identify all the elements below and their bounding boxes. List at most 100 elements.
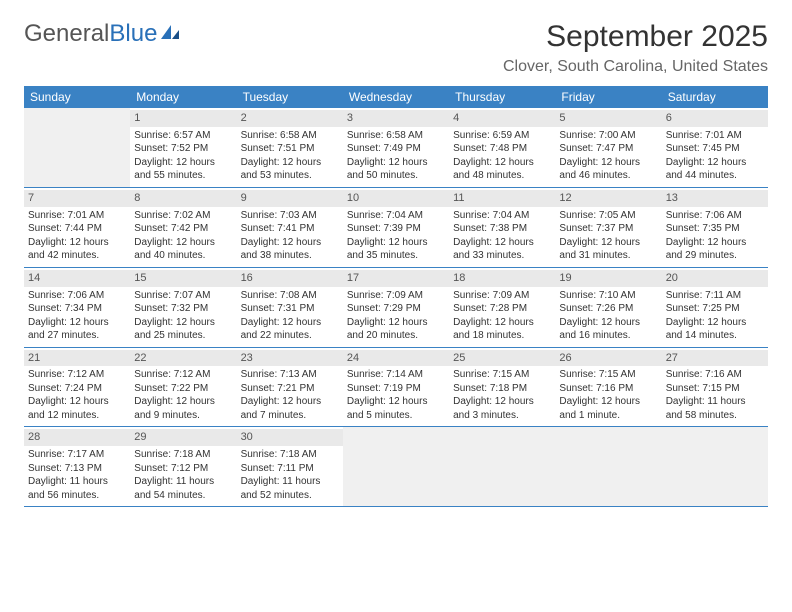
day-number: 3 xyxy=(343,110,449,127)
daylight-text: Daylight: 12 hours and 53 minutes. xyxy=(241,156,339,183)
sunset-text: Sunset: 7:51 PM xyxy=(241,142,339,156)
logo-text-1: General xyxy=(24,20,109,48)
daylight-text: Daylight: 11 hours and 56 minutes. xyxy=(28,475,126,502)
daylight-text: Daylight: 12 hours and 3 minutes. xyxy=(453,395,551,422)
day-number: 29 xyxy=(130,429,236,446)
day-cell: 18Sunrise: 7:09 AMSunset: 7:28 PMDayligh… xyxy=(449,268,555,347)
day-number: 5 xyxy=(555,110,661,127)
daylight-text: Daylight: 12 hours and 12 minutes. xyxy=(28,395,126,422)
day-number: 20 xyxy=(662,270,768,287)
sunrise-text: Sunrise: 7:18 AM xyxy=(134,448,232,462)
sunrise-text: Sunrise: 7:02 AM xyxy=(134,209,232,223)
daylight-text: Daylight: 12 hours and 35 minutes. xyxy=(347,236,445,263)
day-cell: 12Sunrise: 7:05 AMSunset: 7:37 PMDayligh… xyxy=(555,188,661,267)
sunset-text: Sunset: 7:25 PM xyxy=(666,302,764,316)
day-header: Thursday xyxy=(449,86,555,108)
sunrise-text: Sunrise: 7:06 AM xyxy=(28,289,126,303)
sunrise-text: Sunrise: 7:14 AM xyxy=(347,368,445,382)
sunset-text: Sunset: 7:48 PM xyxy=(453,142,551,156)
day-cell: 11Sunrise: 7:04 AMSunset: 7:38 PMDayligh… xyxy=(449,188,555,267)
day-number: 25 xyxy=(449,350,555,367)
sunrise-text: Sunrise: 7:12 AM xyxy=(28,368,126,382)
month-title: September 2025 xyxy=(503,20,768,54)
day-cell: 1Sunrise: 6:57 AMSunset: 7:52 PMDaylight… xyxy=(130,108,236,187)
daylight-text: Daylight: 12 hours and 14 minutes. xyxy=(666,316,764,343)
sunrise-text: Sunrise: 7:07 AM xyxy=(134,289,232,303)
day-cell: 6Sunrise: 7:01 AMSunset: 7:45 PMDaylight… xyxy=(662,108,768,187)
daylight-text: Daylight: 12 hours and 38 minutes. xyxy=(241,236,339,263)
day-cell: 27Sunrise: 7:16 AMSunset: 7:15 PMDayligh… xyxy=(662,348,768,427)
day-cell: 8Sunrise: 7:02 AMSunset: 7:42 PMDaylight… xyxy=(130,188,236,267)
day-header: Monday xyxy=(130,86,236,108)
sunrise-text: Sunrise: 6:58 AM xyxy=(347,129,445,143)
day-cell: 20 Sunrise: 7:11 AMSunset: 7:25 PMDayligh… xyxy=(662,268,768,347)
daylight-text: Daylight: 12 hours and 40 minutes. xyxy=(134,236,232,263)
sunrise-text: Sunrise: 7:06 AM xyxy=(666,209,764,223)
day-cell: 17Sunrise: 7:09 AMSunset: 7:29 PMDayligh… xyxy=(343,268,449,347)
day-cell: 10 Sunrise: 7:04 AMSunset: 7:39 PMDayligh… xyxy=(343,188,449,267)
sunset-text: Sunset: 7:31 PM xyxy=(241,302,339,316)
day-header-row: SundayMondayTuesdayWednesdayThursdayFrid… xyxy=(24,86,768,108)
day-header: Wednesday xyxy=(343,86,449,108)
daylight-text: Daylight: 12 hours and 27 minutes. xyxy=(28,316,126,343)
weeks-container: 1Sunrise: 6:57 AMSunset: 7:52 PMDaylight… xyxy=(24,108,768,507)
calendar-page: GeneralBlue September 2025 Clover, South… xyxy=(0,0,792,527)
daylight-text: Daylight: 12 hours and 18 minutes. xyxy=(453,316,551,343)
day-cell: 2Sunrise: 6:58 AMSunset: 7:51 PMDaylight… xyxy=(237,108,343,187)
sunrise-text: Sunrise: 7:04 AM xyxy=(453,209,551,223)
sunrise-text: Sunrise: 7:10 AM xyxy=(559,289,657,303)
week-row: 7Sunrise: 7:01 AMSunset: 7:44 PMDaylight… xyxy=(24,188,768,268)
sunrise-text: Sunrise: 7:04 AM xyxy=(347,209,445,223)
sunset-text: Sunset: 7:44 PM xyxy=(28,222,126,236)
day-number: 15 xyxy=(130,270,236,287)
day-cell xyxy=(449,427,555,506)
sunset-text: Sunset: 7:13 PM xyxy=(28,462,126,476)
sunrise-text: Sunrise: 7:01 AM xyxy=(666,129,764,143)
day-number: 18 xyxy=(449,270,555,287)
sunset-text: Sunset: 7:24 PM xyxy=(28,382,126,396)
day-cell: 28Sunrise: 7:17 AMSunset: 7:13 PMDayligh… xyxy=(24,427,130,506)
sunset-text: Sunset: 7:41 PM xyxy=(241,222,339,236)
sunset-text: Sunset: 7:28 PM xyxy=(453,302,551,316)
daylight-text: Daylight: 12 hours and 7 minutes. xyxy=(241,395,339,422)
day-number: 16 xyxy=(237,270,343,287)
sunrise-text: Sunrise: 7:16 AM xyxy=(666,368,764,382)
day-cell xyxy=(555,427,661,506)
daylight-text: Daylight: 12 hours and 9 minutes. xyxy=(134,395,232,422)
sunrise-text: Sunrise: 7:15 AM xyxy=(453,368,551,382)
sunset-text: Sunset: 7:38 PM xyxy=(453,222,551,236)
sunset-text: Sunset: 7:16 PM xyxy=(559,382,657,396)
sunrise-text: Sunrise: 7:18 AM xyxy=(241,448,339,462)
sunrise-text: Sunrise: 7:09 AM xyxy=(347,289,445,303)
daylight-text: Daylight: 12 hours and 1 minute. xyxy=(559,395,657,422)
sunset-text: Sunset: 7:42 PM xyxy=(134,222,232,236)
week-row: 1Sunrise: 6:57 AMSunset: 7:52 PMDaylight… xyxy=(24,108,768,188)
sunrise-text: Sunrise: 7:11 AM xyxy=(666,289,764,303)
day-number: 14 xyxy=(24,270,130,287)
day-number: 21 xyxy=(24,350,130,367)
day-cell: 30Sunrise: 7:18 AMSunset: 7:11 PMDayligh… xyxy=(237,427,343,506)
week-row: 28Sunrise: 7:17 AMSunset: 7:13 PMDayligh… xyxy=(24,427,768,507)
day-cell: 19Sunrise: 7:10 AMSunset: 7:26 PMDayligh… xyxy=(555,268,661,347)
logo-text-2: Blue xyxy=(109,20,157,48)
day-cell: 21Sunrise: 7:12 AMSunset: 7:24 PMDayligh… xyxy=(24,348,130,427)
day-number: 23 xyxy=(237,350,343,367)
day-number: 12 xyxy=(555,190,661,207)
sunset-text: Sunset: 7:39 PM xyxy=(347,222,445,236)
day-number: 10 xyxy=(343,190,449,207)
day-number: 27 xyxy=(662,350,768,367)
day-header: Sunday xyxy=(24,86,130,108)
sunrise-text: Sunrise: 7:15 AM xyxy=(559,368,657,382)
day-cell: 26Sunrise: 7:15 AMSunset: 7:16 PMDayligh… xyxy=(555,348,661,427)
daylight-text: Daylight: 12 hours and 5 minutes. xyxy=(347,395,445,422)
sunrise-text: Sunrise: 7:08 AM xyxy=(241,289,339,303)
day-cell: 7Sunrise: 7:01 AMSunset: 7:44 PMDaylight… xyxy=(24,188,130,267)
sunset-text: Sunset: 7:37 PM xyxy=(559,222,657,236)
day-cell: 29Sunrise: 7:18 AMSunset: 7:12 PMDayligh… xyxy=(130,427,236,506)
week-row: 14Sunrise: 7:06 AMSunset: 7:34 PMDayligh… xyxy=(24,268,768,348)
day-cell: 23Sunrise: 7:13 AMSunset: 7:21 PMDayligh… xyxy=(237,348,343,427)
day-number: 19 xyxy=(555,270,661,287)
daylight-text: Daylight: 12 hours and 22 minutes. xyxy=(241,316,339,343)
week-row: 21Sunrise: 7:12 AMSunset: 7:24 PMDayligh… xyxy=(24,348,768,428)
sunset-text: Sunset: 7:35 PM xyxy=(666,222,764,236)
